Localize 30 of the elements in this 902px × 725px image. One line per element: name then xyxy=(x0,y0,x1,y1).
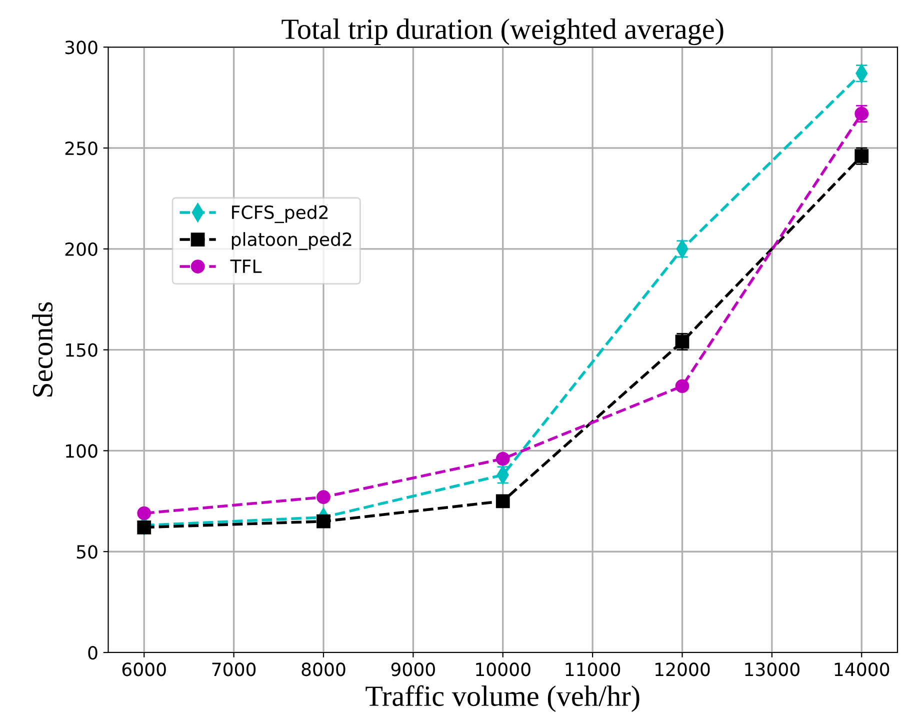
x-tick-label: 12000 xyxy=(656,662,710,676)
x-tick-label: 13000 xyxy=(745,662,800,676)
x-tick-label: 14000 xyxy=(834,662,890,676)
x-tick-label: 9000 xyxy=(391,662,435,676)
x-tick-label: 10000 xyxy=(476,662,530,676)
y-tick-label: 150 xyxy=(66,343,98,357)
x-axis-title: Traffic volume (veh/hr) xyxy=(366,685,640,712)
y-tick-label: 0 xyxy=(88,646,98,660)
y-tick-label: 300 xyxy=(65,40,98,54)
legend-label: platoon_ped2 xyxy=(232,232,352,250)
point xyxy=(496,452,510,466)
point xyxy=(316,490,330,504)
y-tick-label: 200 xyxy=(65,242,98,256)
chart-title: Total trip duration (weighted average) xyxy=(282,18,724,46)
point xyxy=(137,520,152,534)
x-tick-label: 8000 xyxy=(302,662,346,676)
point xyxy=(675,379,690,394)
y-tick-label: 50 xyxy=(76,545,98,559)
point xyxy=(854,149,869,164)
point xyxy=(496,494,510,508)
y-tick-label: 100 xyxy=(66,444,98,458)
x-tick-label: 6000 xyxy=(122,662,166,676)
x-tick-label: 11000 xyxy=(566,662,620,676)
y-tick-label: 250 xyxy=(65,141,98,156)
legend-label: FCFS_ped2 xyxy=(232,205,328,224)
point xyxy=(137,506,152,520)
y-axis-title: Seconds xyxy=(32,302,53,396)
legend-label: TFL xyxy=(230,260,262,273)
point xyxy=(316,514,330,528)
x-tick-label: 7000 xyxy=(212,662,256,676)
